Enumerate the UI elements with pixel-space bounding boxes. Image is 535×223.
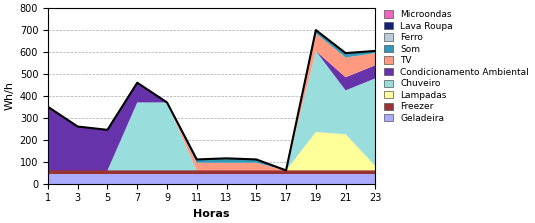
X-axis label: Horas: Horas: [194, 209, 230, 219]
Legend: Microondas, Lava Roupa, Ferro, Som, TV, Condicionamento Ambiental, Chuveiro, Lam: Microondas, Lava Roupa, Ferro, Som, TV, …: [383, 9, 530, 124]
Y-axis label: Wh/h: Wh/h: [4, 81, 14, 110]
